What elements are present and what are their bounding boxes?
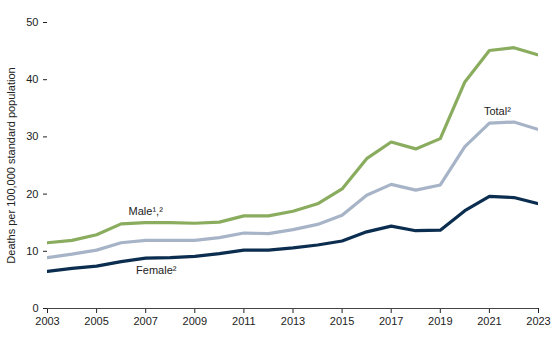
svg-text:Male¹,²: Male¹,²	[129, 205, 164, 217]
svg-text:Deaths per 100,000 standard po: Deaths per 100,000 standard population	[5, 67, 17, 263]
svg-text:0: 0	[32, 302, 38, 314]
svg-text:40: 40	[26, 73, 38, 85]
svg-text:2017: 2017	[379, 315, 403, 327]
svg-text:2019: 2019	[428, 315, 452, 327]
svg-text:2013: 2013	[281, 315, 305, 327]
svg-text:2021: 2021	[477, 315, 501, 327]
svg-text:2023: 2023	[526, 315, 550, 327]
svg-text:2015: 2015	[330, 315, 354, 327]
svg-text:2011: 2011	[232, 315, 256, 327]
svg-text:50: 50	[26, 16, 38, 28]
svg-text:Total²: Total²	[484, 105, 511, 117]
svg-text:20: 20	[26, 188, 38, 200]
svg-text:Female²: Female²	[136, 264, 177, 276]
svg-text:10: 10	[26, 245, 38, 257]
svg-text:30: 30	[26, 130, 38, 142]
svg-text:2009: 2009	[183, 315, 207, 327]
svg-text:2003: 2003	[35, 315, 59, 327]
svg-text:2005: 2005	[84, 315, 108, 327]
svg-text:2007: 2007	[133, 315, 157, 327]
